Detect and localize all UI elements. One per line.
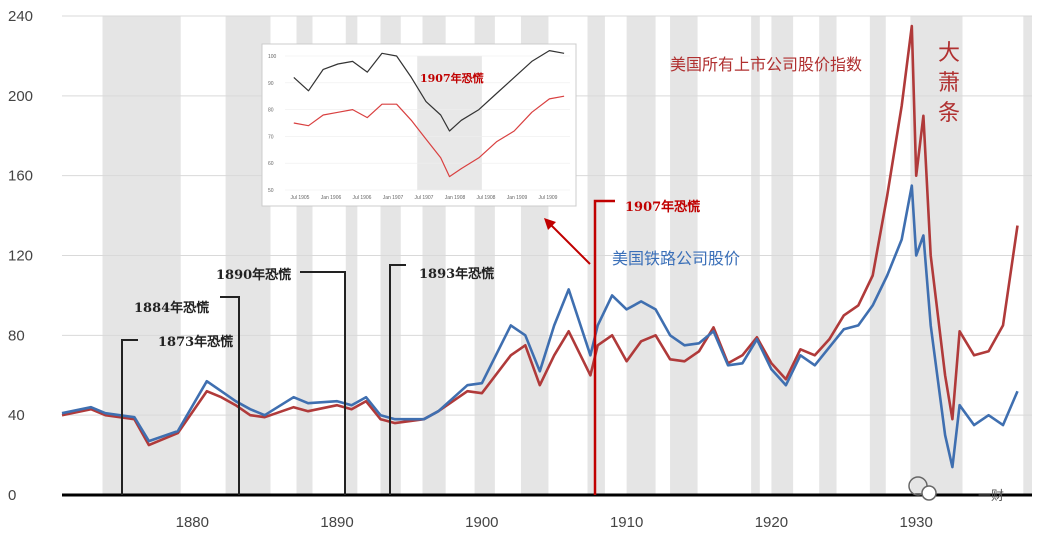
x-tick-label: 1920: [755, 514, 788, 531]
inset-x-tick-label: Jan 1907: [383, 195, 404, 201]
y-tick-label: 0: [8, 487, 16, 504]
inset-y-tick-label: 70: [268, 134, 274, 140]
y-tick-label: 200: [8, 88, 33, 105]
great-depression-label: 大 萧 条: [938, 41, 960, 126]
inset-x-ticks: Jul 1905 Jan 1906 Jul 1906 Jan 1907 Jul 1907…: [291, 195, 558, 201]
all-stocks-label: 美国所有上市公司股价指数: [670, 55, 862, 74]
inset-chart-1907: 50 60 70 80 90 100 Jul 1905 Jan 1906 Jul 1906 Ja…: [261, 43, 577, 207]
panic-1884-marker: 1884年恐慌: [134, 296, 240, 495]
series-line-0: [61, 24, 1019, 447]
inset-shading: [417, 56, 482, 190]
panic-1907-label: 1907年恐慌: [625, 199, 700, 215]
inset-x-tick-label: Jul 1909: [539, 195, 558, 201]
inset-x-tick-label: Jul 1906: [353, 195, 372, 201]
watermark-text: 一财: [978, 489, 1004, 504]
y-tick-label: 120: [8, 248, 33, 265]
panic-1890-marker: 1890年恐慌: [216, 267, 346, 495]
panic-1890-label: 1890年恐慌: [216, 267, 291, 283]
inset-y-ticks: 50 60 70 80 90 100: [268, 54, 570, 194]
inset-y-tick-label: 80: [268, 108, 274, 114]
x-axis-ticks: 1880 1890 1900 1910 1920 1930: [176, 514, 933, 531]
x-tick-label: 1910: [610, 514, 643, 531]
y-tick-label: 240: [8, 8, 33, 25]
inset-x-tick-label: Jul 1905: [291, 195, 310, 201]
great-depression-char-2: 萧: [938, 71, 960, 96]
inset-y-tick-label: 60: [268, 161, 274, 167]
y-tick-label: 80: [8, 327, 25, 344]
panic-1893-label: 1893年恐慌: [419, 266, 494, 282]
y-axis-ticks: 0 40 80 120 160 200 240: [8, 8, 33, 504]
railroad-label: 美国铁路公司股价: [612, 249, 740, 268]
inset-series-line-1: [293, 95, 565, 178]
inset-x-tick-label: Jan 1906: [321, 195, 342, 201]
inset-x-tick-label: Jan 1908: [445, 195, 466, 201]
series-line-1: [61, 184, 1019, 469]
inset-series: [293, 49, 565, 178]
inset-y-tick-label: 50: [268, 188, 274, 194]
inset-x-tick-label: Jul 1908: [477, 195, 496, 201]
y-tick-label: 160: [8, 168, 33, 185]
x-tick-label: 1900: [465, 514, 498, 531]
inset-y-tick-label: 100: [268, 54, 277, 60]
panic-1893-marker: 1893年恐慌: [389, 264, 494, 495]
panic-1873-label: 1873年恐慌: [158, 334, 233, 350]
x-tick-label: 1890: [320, 514, 353, 531]
panic-1873-marker: 1873年恐慌: [121, 334, 233, 495]
panic-1884-label: 1884年恐慌: [134, 300, 209, 316]
great-depression-char-3: 条: [938, 101, 960, 126]
panic-1907-marker: 1907年恐慌: [544, 199, 700, 495]
x-tick-label: 1880: [176, 514, 209, 531]
inset-y-tick-label: 90: [268, 81, 274, 87]
inset-title: 1907年恐慌: [420, 71, 484, 85]
inset-x-tick-label: Jul 1907: [415, 195, 434, 201]
inset-band-0: [417, 56, 482, 190]
inset-series-line-0: [293, 49, 565, 132]
inset-x-tick-label: Jan 1909: [507, 195, 528, 201]
great-depression-char-1: 大: [938, 41, 960, 66]
wechat-watermark: 一财: [908, 476, 1004, 504]
y-tick-label: 40: [8, 407, 25, 424]
x-tick-label: 1930: [899, 514, 932, 531]
main-series: [61, 24, 1019, 469]
